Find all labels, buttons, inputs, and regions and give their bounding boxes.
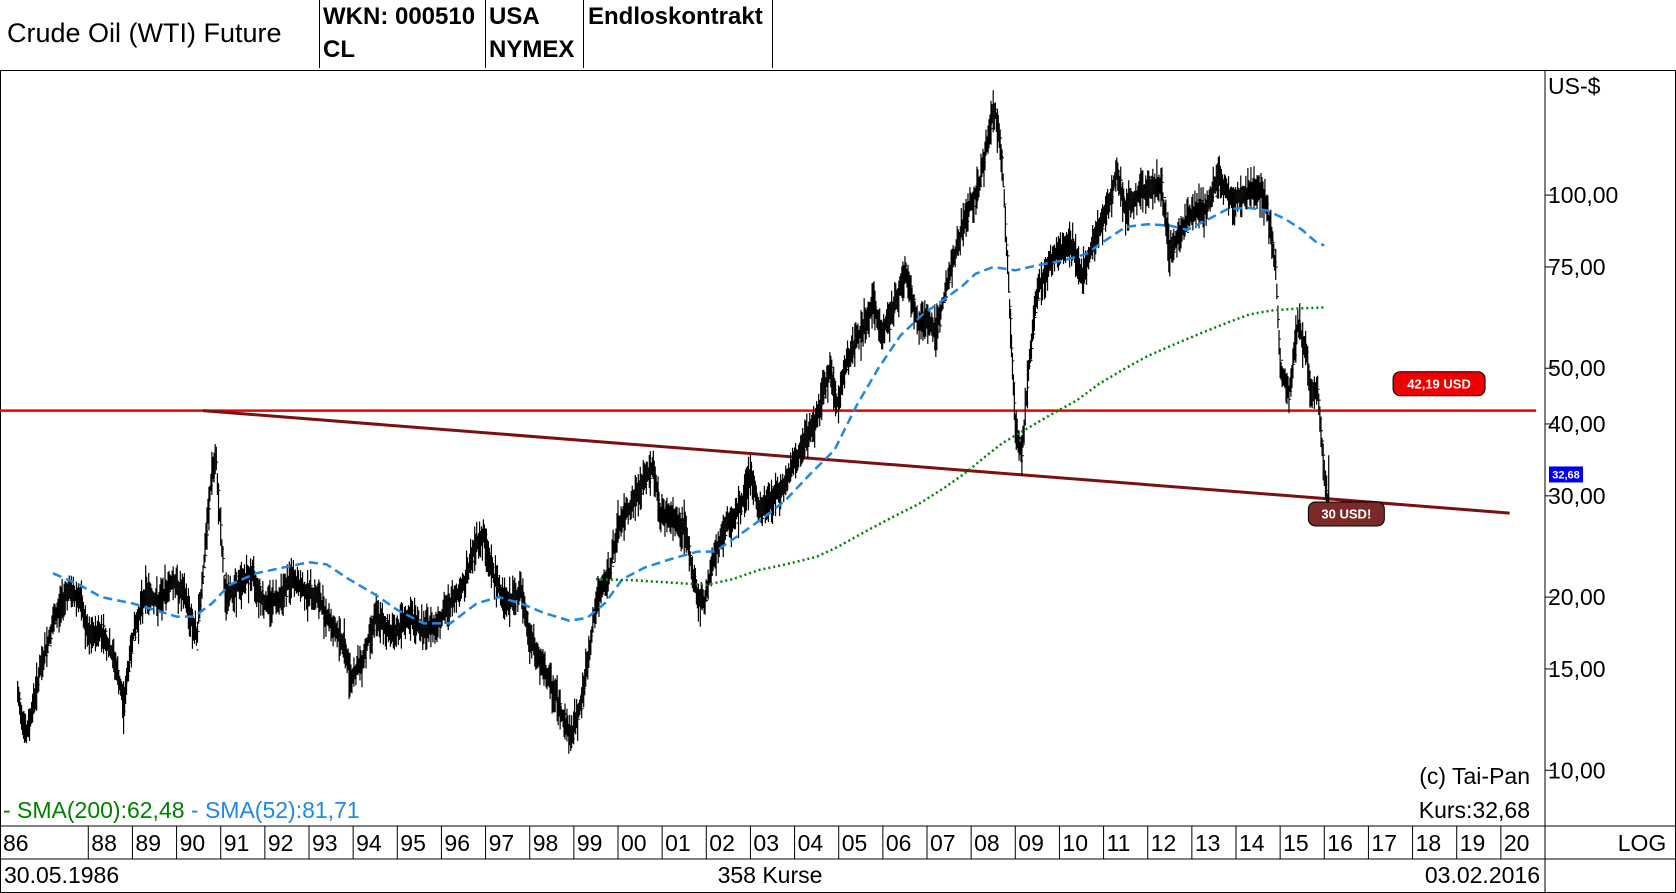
badge-box: [1307, 501, 1385, 527]
x-tick-label: 00: [621, 830, 647, 856]
x-tick-label: 19: [1460, 830, 1486, 856]
y-tick-label: 40,00: [1548, 411, 1606, 437]
x-tick-label: 01: [665, 830, 691, 856]
x-tick-label: 15: [1283, 830, 1309, 856]
x-tick-label: 95: [400, 830, 426, 856]
y-tick-label: 50,00: [1548, 355, 1606, 381]
descending-trendline: [202, 409, 1510, 515]
blue-badge-annotation: 32,68: [1549, 466, 1583, 483]
contract-label: Endloskontrakt: [588, 3, 763, 30]
x-tick-label: 97: [489, 830, 515, 856]
kurs-label: Kurs:32,68: [1419, 797, 1530, 823]
header-wkn-cell: WKN: 000510 CL: [319, 0, 486, 68]
y-axis-unit-label: US-$: [1548, 73, 1601, 99]
x-tick-label: 04: [798, 830, 824, 856]
trendline-layer: [202, 409, 1510, 515]
sma-legend: - SMA(200):62,48 - SMA(52):81,71: [3, 797, 360, 823]
x-tick-label: 11: [1107, 830, 1131, 856]
moving-average-layer: [52, 206, 1325, 625]
y-tick-label: 30,00: [1548, 483, 1606, 509]
sma52-line: [52, 206, 1325, 625]
badge-label: 42,19 USD: [1407, 376, 1471, 391]
x-tick-label: 10: [1062, 830, 1088, 856]
instrument-title: Crude Oil (WTI) Future: [7, 18, 282, 48]
x-tick-label: 88: [91, 830, 117, 856]
wkn-label: WKN: 000510: [323, 3, 476, 30]
y-tick-label: 20,00: [1548, 584, 1606, 610]
header-contract-cell: Endloskontrakt: [583, 0, 773, 68]
x-tick-label: 09: [1018, 830, 1044, 856]
badge-box: [1392, 371, 1486, 397]
y-tick-label: 10,00: [1548, 757, 1606, 783]
x-tick-label: 16: [1327, 830, 1353, 856]
x-tick-label: 03: [753, 830, 779, 856]
chart-header: Crude Oil (WTI) Future WKN: 000510 CL US…: [0, 0, 1676, 70]
x-tick-label: 86: [3, 830, 29, 856]
x-tick-label: 17: [1371, 830, 1397, 856]
scale-mode-label: LOG: [1618, 830, 1667, 856]
count-label: 358 Kurse: [718, 862, 823, 888]
x-axis: LOG 86 88 89 90 91 92 93 94 95 96 97 98 99 00 01 02 03 04…: [0, 826, 1666, 859]
x-tick-label: 94: [356, 830, 382, 856]
x-tick-label: 92: [268, 830, 294, 856]
sma200-legend: - SMA(200):62,48: [3, 797, 185, 823]
x-tick-label: 96: [444, 830, 470, 856]
y-tick-label: 75,00: [1548, 254, 1606, 280]
x-tick-label: 98: [533, 830, 559, 856]
x-tick-label: 93: [312, 830, 338, 856]
red-badge-annotation: 42,19 USD: [1392, 371, 1486, 397]
copyright-label: (c) Tai-Pan: [1419, 763, 1530, 789]
x-tick-label: 05: [842, 830, 868, 856]
x-tick-label: 99: [577, 830, 603, 856]
x-tick-label: 20: [1504, 830, 1530, 856]
x-tick-label: 14: [1239, 830, 1265, 856]
start-date-label: 30.05.1986: [4, 862, 119, 888]
price-bars-layer: [17, 90, 1330, 754]
x-tick-label: 89: [135, 830, 161, 856]
badge-label: 30 USD!: [1321, 507, 1371, 522]
x-tick-label: 90: [180, 830, 206, 856]
sma200-line: [595, 306, 1325, 587]
y-tick-label: 15,00: [1548, 656, 1606, 682]
annotation-layer: 42,19 USD 30 USD! 32,68: [1307, 371, 1583, 527]
x-tick-label: 08: [974, 830, 1000, 856]
exchange-label: NYMEX: [489, 36, 575, 63]
x-tick-label: 18: [1416, 830, 1442, 856]
header-title-cell: Crude Oil (WTI) Future: [0, 0, 320, 68]
end-date-label: 03.02.2016: [1425, 862, 1540, 888]
x-tick-label: 91: [224, 830, 250, 856]
badge-box: [1549, 466, 1583, 483]
symbol-label: CL: [323, 36, 355, 63]
x-tick-label: 12: [1151, 830, 1177, 856]
x-tick-label: 02: [709, 830, 735, 856]
brown-badge-annotation: 30 USD!: [1307, 501, 1385, 527]
x-tick-label: 13: [1195, 830, 1221, 856]
x-tick-label: 06: [886, 830, 912, 856]
sma52-legend: - SMA(52):81,71: [185, 797, 360, 823]
chart-footer: - SMA(200):62,48 - SMA(52):81,71 (c) Tai…: [3, 763, 1540, 888]
y-tick-label: 100,00: [1548, 182, 1618, 208]
x-tick-label: 07: [930, 830, 956, 856]
country-label: USA: [489, 3, 540, 30]
y-axis: US-$ 10,00 15,00 20,00 30,00 40,00 50,00 75,00…: [1545, 73, 1618, 783]
header-exchange-cell: USA NYMEX: [485, 0, 584, 68]
badge-label: 32,68: [1552, 469, 1580, 481]
